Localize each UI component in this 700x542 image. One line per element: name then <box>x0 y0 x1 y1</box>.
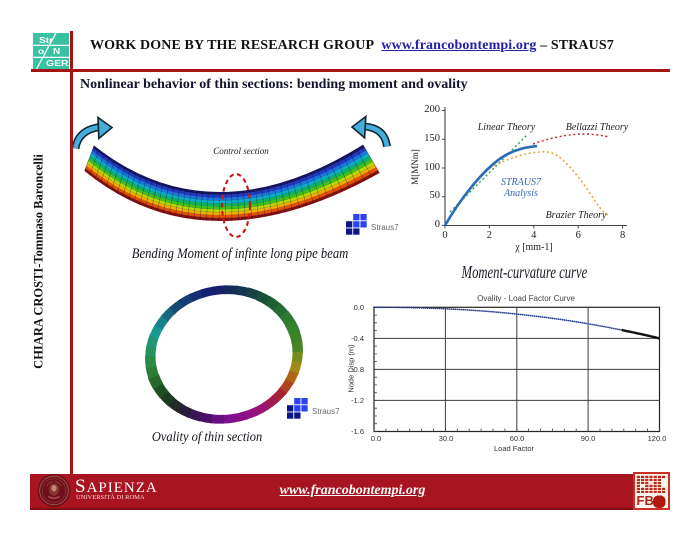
svg-text:FB: FB <box>637 493 654 508</box>
